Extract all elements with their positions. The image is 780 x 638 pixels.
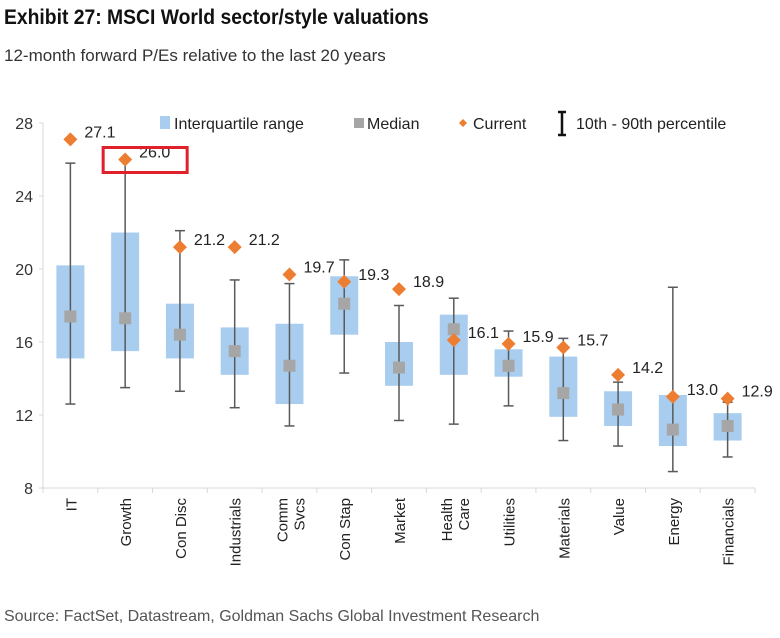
median-marker [502,359,515,372]
legend-label: Interquartile range [174,116,304,133]
x-category-label: Value [611,498,628,535]
y-tick-label: 16 [15,335,33,352]
y-tick-label: 28 [15,116,33,133]
current-value-label: 15.9 [523,329,554,346]
median-marker [119,312,132,325]
current-marker [63,132,78,147]
current-value-label: 12.9 [742,384,773,401]
x-category-label: Con Stap [337,498,354,561]
current-marker [227,240,242,255]
current-marker [611,367,626,382]
current-value-label: 14.2 [632,360,663,377]
median-marker [612,403,625,416]
median-marker [64,310,77,323]
current-value-label: 21.2 [249,232,280,249]
highlight-box [101,146,189,174]
current-marker [665,389,680,404]
current-value-label: 27.1 [84,124,115,141]
median-marker [228,345,241,358]
x-category-label: CommSvcs [274,498,308,542]
current-value-label: 13.0 [687,382,718,399]
current-value-label: 15.7 [577,332,608,349]
x-category-label: IT [63,498,80,511]
x-category-label: Utilities [502,498,519,546]
y-tick-label: 24 [15,189,33,206]
x-category-label: Industrials [228,498,245,566]
current-marker [446,333,461,348]
legend-label: 10th - 90th percentile [576,116,726,133]
median-marker [447,323,460,336]
legend-median-swatch [354,118,364,128]
x-category-label: Con Disc [173,498,190,559]
y-tick-label: 12 [15,408,33,425]
legend-current-swatch [459,119,467,127]
source-note: Source: FactSet, Datastream, Goldman Sac… [4,608,540,625]
x-category-label: Financials [721,498,738,566]
median-marker [666,423,679,436]
legend-label: Median [367,116,419,133]
current-marker [392,282,406,297]
current-marker [172,240,187,255]
x-category-label: Growth [118,498,135,546]
x-category-label: Energy [666,498,683,546]
median-marker [721,419,734,432]
current-value-label: 19.7 [303,259,334,276]
median-marker [338,297,351,310]
y-tick-label: 20 [15,262,33,279]
x-category-label: Market [392,497,409,544]
current-value-label: 19.3 [358,267,389,284]
median-marker [173,328,186,341]
y-tick-label: 8 [24,481,33,498]
current-value-label: 16.1 [468,325,499,342]
current-marker [720,391,735,406]
current-marker [337,274,352,289]
chart-title: Exhibit 27: MSCI World sector/style valu… [4,6,429,29]
x-category-label: HealthCare [439,498,473,541]
median-marker [393,361,405,374]
current-value-label: 21.2 [194,232,225,249]
median-marker [557,387,570,400]
chart-subtitle: 12-month forward P/Es relative to the la… [4,46,386,65]
current-marker [556,340,571,355]
x-category-label: Materials [556,498,573,559]
legend-whisker-swatch [558,110,566,137]
legend-iqr-swatch [160,116,170,129]
legend-label: Current [473,116,527,133]
current-marker [501,336,516,351]
current-marker [282,267,297,282]
current-marker [118,152,133,167]
current-value-label: 18.9 [413,274,444,291]
median-marker [283,359,296,372]
